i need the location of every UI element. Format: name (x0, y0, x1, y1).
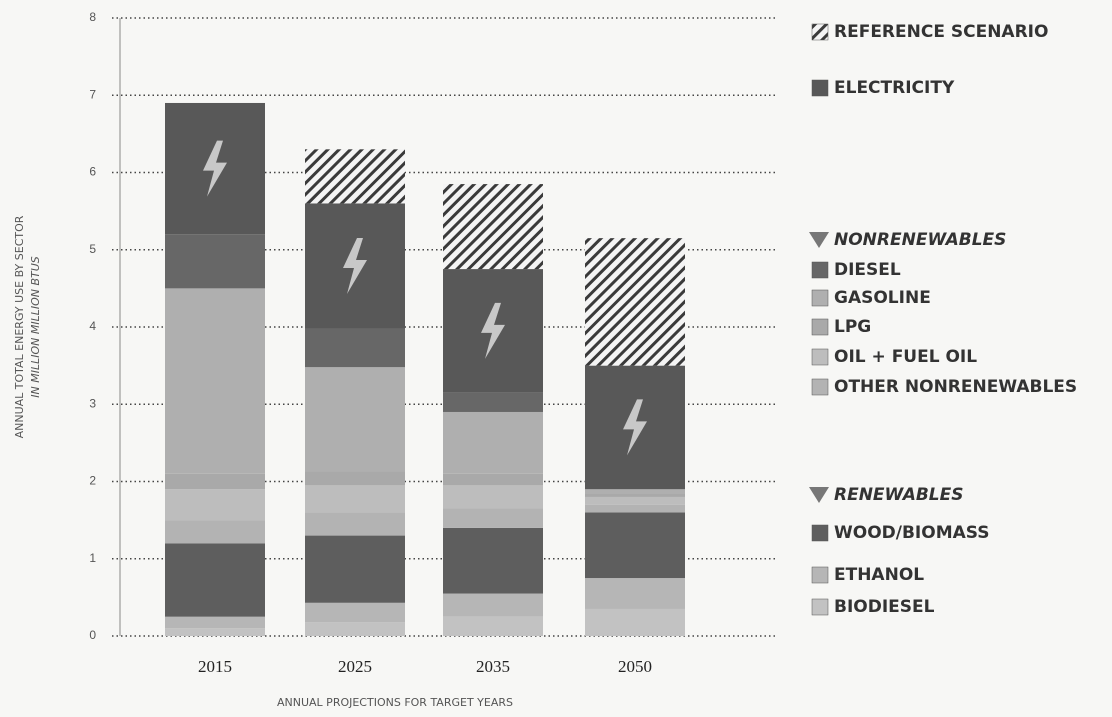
x-axis-label: ANNUAL PROJECTIONS FOR TARGET YEARS (277, 696, 513, 709)
bar-segment (443, 508, 543, 528)
legend-label: OTHER NONRENEWABLES (834, 377, 1077, 397)
bar-segment (585, 496, 685, 505)
bar-segment (443, 527, 543, 594)
legend-label: LPG (834, 317, 871, 337)
y-tick-label: 7 (89, 87, 96, 101)
lightning-icon (481, 302, 505, 359)
legend-label: REFERENCE SCENARIO (834, 22, 1048, 42)
bar-segment (165, 288, 265, 474)
legend-label: GASOLINE (834, 288, 931, 308)
legend-label: DIESEL (834, 260, 901, 280)
y-tick-label: 6 (89, 165, 96, 179)
x-tick-label: 2050 (618, 657, 652, 676)
bar-segment (585, 608, 685, 636)
lightning-icon (203, 140, 227, 197)
bar-segment (165, 489, 265, 521)
bar-segment (585, 504, 685, 513)
bar-segment (165, 520, 265, 544)
legend-group-label: NONRENEWABLES (834, 230, 1006, 250)
legend-group-marker (809, 487, 829, 503)
bar-segment (305, 622, 405, 636)
y-axis-label: ANNUAL TOTAL ENERGY USE BY SECTOR (13, 215, 26, 438)
bar-segment (443, 184, 543, 270)
bar-segment (305, 535, 405, 603)
bar-segment (443, 485, 543, 509)
y-tick-label: 8 (89, 10, 96, 24)
legend-swatch (811, 289, 829, 307)
legend-label: ELECTRICITY (834, 78, 955, 98)
legend-label: WOOD/BIOMASS (834, 523, 990, 543)
bar-segment (585, 493, 685, 497)
legend-swatch (811, 79, 829, 97)
bar-segment (305, 471, 405, 486)
legend-group-marker (809, 232, 829, 248)
bar-segment (585, 489, 685, 494)
bar-segment (443, 473, 543, 486)
y-tick-label: 2 (89, 474, 96, 488)
bar-segment (585, 578, 685, 609)
legend-label: ETHANOL (834, 565, 924, 585)
legend-group-label: RENEWABLES (834, 485, 964, 505)
legend-swatch (811, 318, 829, 336)
y-tick-label: 0 (89, 628, 96, 642)
bar-segment (305, 367, 405, 472)
y-tick-label: 1 (89, 551, 96, 565)
legend-label: BIODIESEL (834, 597, 935, 617)
bar-segment (165, 543, 265, 617)
bar-segment (165, 473, 265, 490)
bar-segment (165, 628, 265, 636)
lightning-icon (623, 399, 647, 456)
bar-segment (305, 512, 405, 536)
bar-segment (585, 512, 685, 579)
legend-swatch (811, 598, 829, 616)
y-axis-sublabel: IN MILLION MILLION BTUS (29, 256, 42, 398)
legend-swatch (811, 378, 829, 396)
legend-swatch (811, 566, 829, 584)
bar-segment (305, 149, 405, 204)
legend-swatch (811, 524, 829, 542)
bar-segment (165, 234, 265, 289)
y-tick-label: 4 (89, 319, 96, 333)
legend-swatch (811, 348, 829, 366)
legend-swatch (811, 261, 829, 279)
bar-segment (305, 602, 405, 623)
bar-segment (443, 411, 543, 474)
y-tick-label: 5 (89, 242, 96, 256)
bar-segment (165, 616, 265, 629)
x-tick-label: 2035 (476, 657, 510, 676)
legend-swatch (811, 23, 829, 41)
lightning-icon (343, 237, 367, 294)
bar-segment (305, 485, 405, 513)
x-tick-label: 2015 (198, 657, 232, 676)
bar-segment (585, 238, 685, 366)
bar-segment (443, 616, 543, 636)
y-tick-label: 3 (89, 396, 96, 410)
bar-segment (305, 328, 405, 368)
x-tick-label: 2025 (338, 657, 372, 676)
legend-label: OIL + FUEL OIL (834, 347, 977, 367)
bar-segment (443, 392, 543, 412)
bar-segment (443, 593, 543, 617)
